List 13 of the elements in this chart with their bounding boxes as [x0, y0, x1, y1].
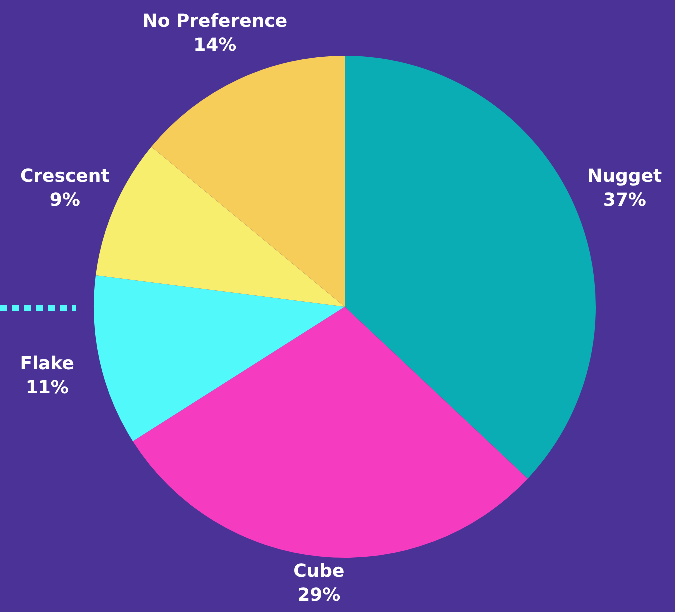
pie-slice — [133, 307, 528, 558]
data-label: 37% — [603, 190, 646, 211]
slice-label: Flake — [20, 354, 74, 375]
data-label: 14% — [194, 35, 237, 56]
pie-slice — [152, 56, 345, 307]
data-label: 29% — [298, 584, 341, 606]
slice-label: Cube — [294, 560, 345, 582]
slice-label: Crescent — [20, 166, 110, 187]
data-label: 9% — [50, 190, 80, 211]
slice-label: No Preference — [142, 11, 288, 32]
pie-slice — [94, 276, 345, 442]
slice-label: Nugget — [588, 166, 663, 187]
data-label: 11% — [26, 378, 69, 399]
